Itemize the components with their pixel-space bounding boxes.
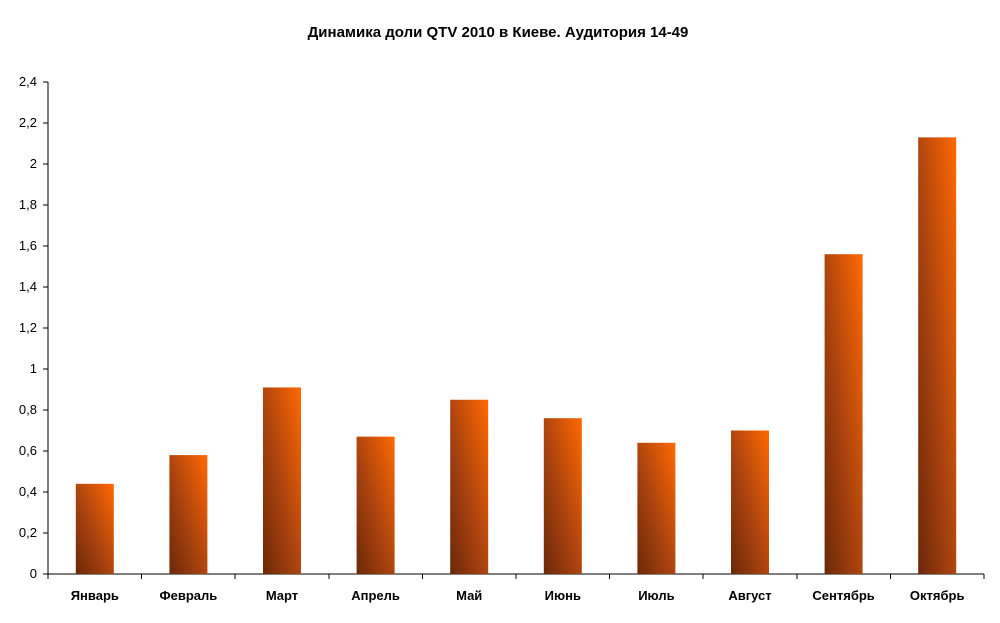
y-tick-label: 2,2 [19, 115, 37, 130]
bar-8 [731, 430, 769, 574]
bar-2 [169, 455, 208, 574]
y-axis: 0 0,2 0,4 0,6 0,8 1 1,2 1,4 1,6 1,8 2 2,2 2,4 [19, 74, 49, 581]
bar-4 [356, 436, 395, 574]
y-tick-label: 1,4 [19, 279, 37, 294]
bar-6 [543, 418, 582, 574]
bar-1 [75, 483, 114, 574]
x-tick-label: Апрель [351, 588, 400, 603]
y-tick-label: 2,4 [19, 74, 37, 89]
y-tick-label: 1,2 [19, 320, 37, 335]
x-tick-label: Май [456, 588, 482, 603]
y-tick-label: 0,6 [19, 443, 37, 458]
bars [75, 137, 957, 574]
y-tick-label: 0,4 [19, 484, 37, 499]
bar-10 [918, 137, 957, 574]
bar-9 [824, 254, 863, 574]
chart-title: Динамика доли QTV 2010 в Киеве. Аудитори… [308, 24, 689, 41]
y-tick-label: 1 [30, 361, 37, 376]
x-tick-label: Январь [71, 588, 119, 603]
y-tick-label: 0,2 [19, 525, 37, 540]
bar-7 [637, 442, 676, 574]
y-tick-label: 2 [30, 156, 37, 171]
x-tick-label: Август [728, 588, 771, 603]
x-tick-label: Сентябрь [812, 588, 874, 603]
y-tick-label: 0 [30, 566, 37, 581]
bar-3 [263, 387, 301, 574]
x-tick-label: Июль [638, 588, 674, 603]
x-tick-label: Июнь [545, 588, 581, 603]
x-tick-label: Февраль [160, 588, 218, 603]
x-axis: Январь Февраль Март Апрель Май Июнь Июль Август… [47, 573, 985, 603]
x-tick-label: Март [266, 588, 298, 603]
x-tick-label: Октябрь [910, 588, 965, 603]
y-tick-label: 1,8 [19, 197, 37, 212]
bar-5 [450, 399, 489, 574]
y-tick-label: 0,8 [19, 402, 37, 417]
y-tick-label: 1,6 [19, 238, 37, 253]
